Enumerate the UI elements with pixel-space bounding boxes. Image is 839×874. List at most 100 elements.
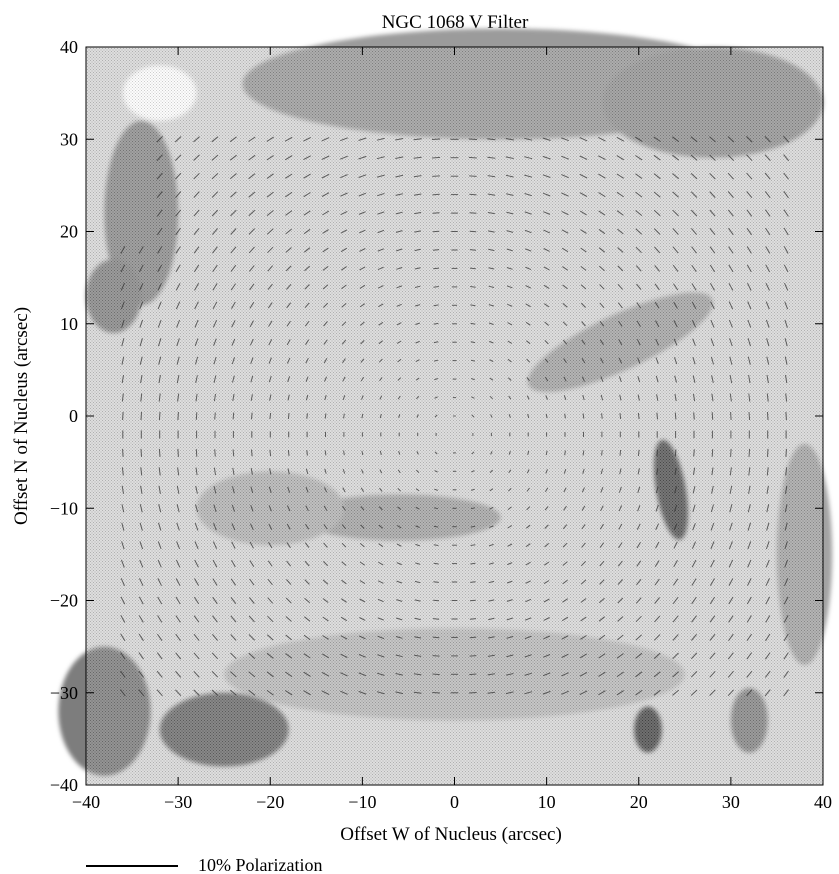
polarization-vector bbox=[305, 376, 309, 382]
polarization-vector bbox=[138, 652, 145, 660]
polarization-vector bbox=[138, 246, 144, 254]
polarization-vector bbox=[433, 267, 440, 270]
polarization-vector bbox=[783, 227, 789, 236]
polarization-vector bbox=[305, 487, 309, 493]
polarization-vector bbox=[194, 541, 199, 549]
polarization-vector bbox=[340, 247, 348, 253]
polarization-vector bbox=[379, 487, 383, 492]
polarization-vector bbox=[674, 486, 677, 494]
polarization-vector bbox=[784, 338, 788, 347]
polarization-vector bbox=[598, 228, 606, 235]
x-tick-label: −40 bbox=[72, 792, 100, 812]
polarization-vector bbox=[525, 321, 531, 326]
polarization-vector bbox=[746, 633, 753, 641]
polarization-vector bbox=[267, 302, 273, 309]
polarization-vector bbox=[544, 358, 549, 363]
polarization-vector bbox=[433, 341, 439, 344]
polarization-vector bbox=[764, 689, 771, 697]
polarization-vector bbox=[727, 209, 734, 217]
polarization-vector bbox=[505, 156, 514, 159]
polarization-vector bbox=[322, 266, 329, 271]
polarization-vector bbox=[341, 266, 347, 271]
polarization-vector bbox=[598, 173, 606, 179]
polarization-vector bbox=[561, 192, 569, 197]
polarization-vector bbox=[358, 174, 367, 178]
polarization-vector bbox=[581, 321, 586, 327]
polarization-vector bbox=[229, 689, 237, 696]
polarization-vector bbox=[654, 301, 660, 309]
polarization-vector bbox=[598, 690, 606, 696]
polarization-vector bbox=[341, 321, 347, 327]
polarization-vector bbox=[598, 634, 606, 641]
polarization-vector bbox=[672, 246, 679, 254]
polarization-vector bbox=[121, 541, 125, 550]
polarization-vector bbox=[527, 413, 530, 419]
polarization-vector bbox=[544, 340, 549, 345]
polarization-vector bbox=[766, 393, 769, 402]
polarization-vector bbox=[544, 487, 549, 493]
polarization-vector bbox=[248, 689, 256, 696]
polarization-vector bbox=[194, 283, 200, 291]
polarization-vector bbox=[212, 578, 218, 586]
polarization-vector bbox=[747, 541, 752, 550]
polarization-vector bbox=[342, 468, 346, 474]
polarization-vector bbox=[728, 319, 733, 328]
polarization-vector bbox=[211, 173, 219, 180]
polarization-vector bbox=[156, 633, 163, 641]
polarization-vector bbox=[304, 302, 310, 309]
polarization-vector bbox=[600, 487, 604, 493]
polarization-vector bbox=[710, 338, 715, 347]
polarization-vector bbox=[506, 599, 513, 602]
polarization-vector bbox=[654, 560, 660, 567]
polarization-vector bbox=[635, 136, 643, 142]
polarization-vector bbox=[396, 285, 403, 289]
polarization-vector bbox=[564, 413, 566, 419]
polarization-vector bbox=[488, 248, 495, 252]
polarization-vector bbox=[785, 467, 788, 476]
polarization-vector bbox=[414, 636, 421, 639]
polarization-vector bbox=[193, 689, 200, 696]
polarization-vector bbox=[249, 283, 255, 291]
y-tick-label: −30 bbox=[50, 683, 78, 703]
polarization-vector bbox=[359, 561, 365, 566]
polarization-vector bbox=[508, 414, 511, 418]
polarization-vector bbox=[527, 450, 530, 456]
polarization-vector bbox=[286, 339, 291, 346]
polarization-vector bbox=[377, 193, 385, 197]
polarization-vector bbox=[213, 504, 217, 512]
polarization-vector bbox=[140, 393, 143, 402]
polarization-vector bbox=[213, 356, 217, 365]
polarization-vector bbox=[120, 670, 126, 678]
polarization-vector bbox=[728, 541, 733, 550]
polarization-vector bbox=[193, 154, 200, 161]
polarization-vector bbox=[747, 338, 751, 347]
x-tick-label: 20 bbox=[630, 792, 648, 812]
polarization-vector bbox=[304, 265, 311, 272]
polarization-vector bbox=[505, 691, 514, 695]
polarization-vector bbox=[764, 135, 771, 143]
polarization-vector bbox=[764, 209, 771, 217]
polarization-vector bbox=[690, 652, 698, 660]
polarization-vector bbox=[488, 580, 495, 584]
polarization-vector bbox=[525, 580, 532, 584]
polarization-vector bbox=[561, 229, 569, 234]
polarization-vector bbox=[230, 578, 237, 586]
polarization-vector bbox=[656, 449, 658, 457]
polarization-vector bbox=[766, 356, 770, 365]
polarization-vector bbox=[434, 396, 438, 399]
polarization-vector bbox=[469, 193, 477, 196]
polarization-vector bbox=[266, 173, 274, 179]
polarization-vector bbox=[194, 522, 199, 531]
polarization-vector bbox=[156, 227, 163, 236]
polarization-vector bbox=[674, 449, 677, 457]
y-tick-label: 10 bbox=[60, 314, 78, 334]
polarization-vector bbox=[211, 671, 219, 678]
polarization-vector bbox=[139, 319, 144, 328]
polarization-vector bbox=[287, 413, 290, 419]
polarization-vector bbox=[599, 284, 605, 290]
polarization-vector bbox=[692, 356, 696, 365]
polarization-vector bbox=[416, 469, 420, 473]
polarization-vector bbox=[637, 468, 640, 475]
polarization-vector bbox=[342, 358, 346, 364]
polarization-vector bbox=[653, 154, 661, 161]
